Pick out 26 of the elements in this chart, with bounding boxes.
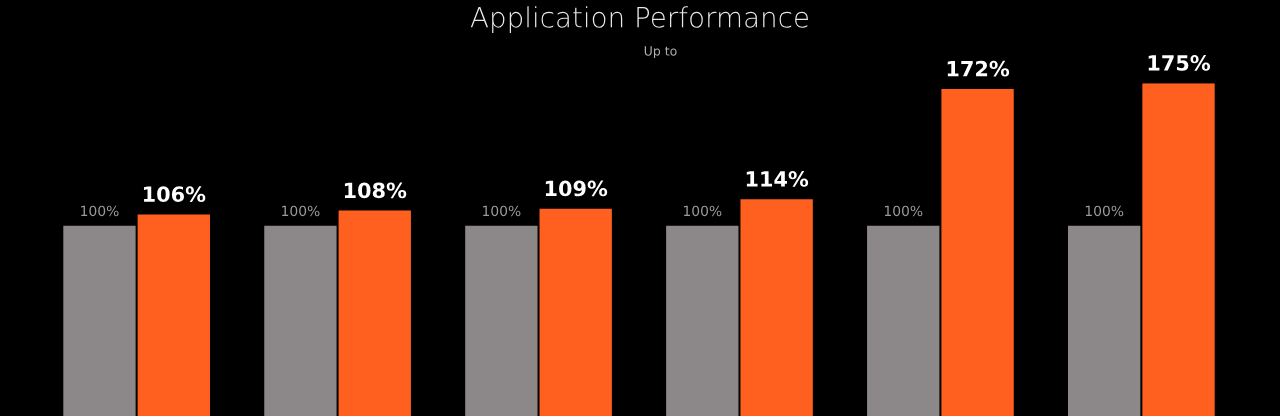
chart-subtitle: Up to [644, 46, 677, 59]
bar [941, 88, 1014, 416]
data-label: 114% [746, 171, 809, 187]
data-label: 100% [683, 205, 722, 217]
bar [539, 208, 612, 416]
bar [63, 225, 136, 416]
data-label: 108% [344, 182, 407, 199]
data-label: 175% [1148, 55, 1211, 71]
bar [465, 225, 538, 416]
bar [740, 199, 813, 416]
bar [137, 214, 210, 416]
data-label: 100% [81, 205, 119, 217]
data-label: 100% [282, 205, 320, 217]
bar [338, 210, 411, 416]
data-label: 100% [884, 205, 923, 217]
bar [264, 225, 337, 416]
data-label: 109% [545, 180, 608, 197]
bar [867, 225, 940, 416]
data-label: 106% [143, 186, 206, 203]
bar [1068, 225, 1141, 416]
bar [1142, 83, 1215, 416]
data-label: 172% [947, 60, 1010, 77]
bar [666, 225, 739, 416]
data-label: 100% [483, 205, 521, 217]
data-label: 100% [1085, 205, 1124, 217]
chart-title: Application Performance [470, 6, 808, 34]
